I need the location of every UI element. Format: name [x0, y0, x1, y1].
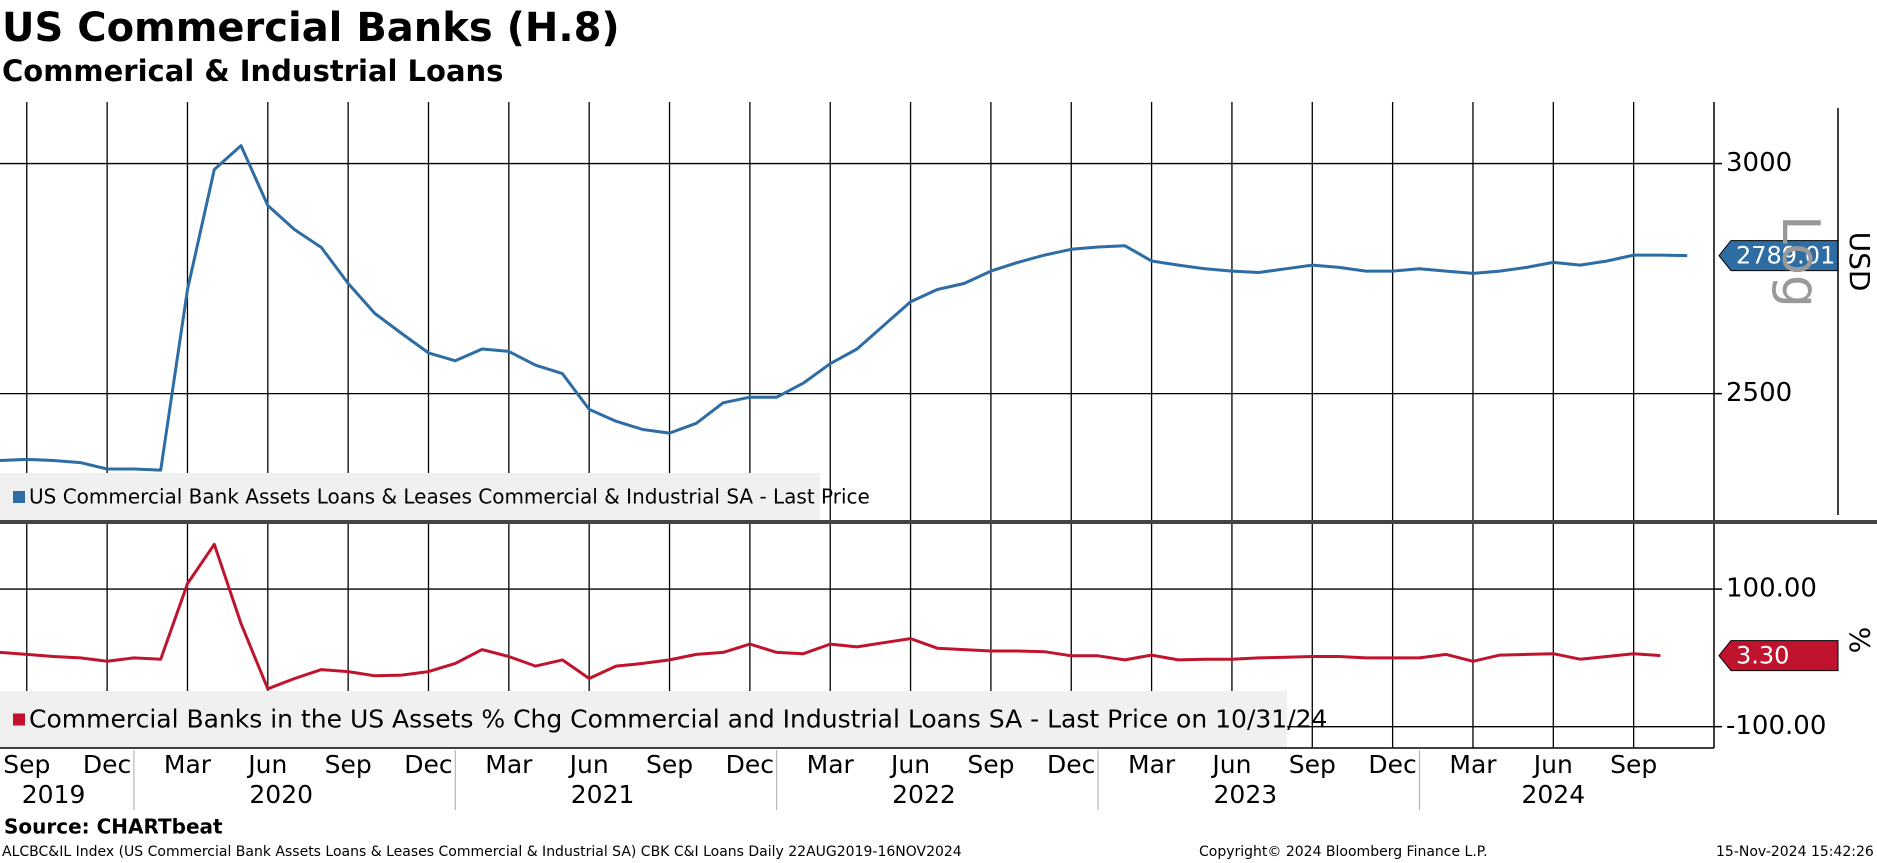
series-line	[0, 542, 1661, 691]
legend-label: Commercial Banks in the US Assets % Chg …	[29, 705, 1327, 734]
legend-box	[0, 473, 820, 521]
last-value-tag	[1718, 640, 1839, 672]
last-value-label: 2789.01	[1736, 242, 1835, 270]
year-label: 2023	[1214, 780, 1278, 809]
x-tick-label: Dec	[726, 750, 774, 779]
year-label: 2022	[892, 780, 956, 809]
x-tick-label: Dec	[404, 750, 452, 779]
x-tick-label: Dec	[83, 750, 131, 779]
subtitle: Commerical & Industrial Loans	[2, 54, 503, 88]
y-tick-label: 100.00	[1726, 574, 1817, 604]
title: US Commercial Banks (H.8)	[2, 5, 620, 51]
x-tick-label: Dec	[1368, 750, 1416, 779]
last-value-label: 3.30	[1736, 642, 1789, 670]
x-tick-label: Mar	[164, 750, 212, 779]
y-axis-label: %	[1843, 627, 1876, 654]
y-tick-label: 2500	[1726, 378, 1792, 408]
source: Source: CHARTbeat	[4, 815, 223, 839]
legend-box	[0, 691, 1287, 748]
x-tick-label: Jun	[889, 750, 930, 779]
x-tick-label: Jun	[1532, 750, 1573, 779]
legend-label: US Commercial Bank Assets Loans & Leases…	[29, 485, 870, 509]
legend-swatch	[13, 491, 25, 503]
description: ALCBC&IL Index (US Commercial Bank Asset…	[2, 844, 962, 860]
y-tick-label: 3000	[1726, 148, 1792, 178]
series-line	[0, 144, 1688, 472]
year-label: 2020	[249, 780, 313, 809]
x-tick-label: Jun	[1210, 750, 1251, 779]
x-tick-label: Mar	[485, 750, 533, 779]
y-axis-label: USD	[1843, 232, 1876, 292]
copyright: Copyright© 2024 Bloomberg Finance L.P.	[1199, 844, 1488, 860]
y-tick-label: -100.00	[1726, 711, 1826, 741]
x-tick-label: Mar	[1128, 750, 1176, 779]
x-tick-label: Sep	[1289, 750, 1336, 779]
timestamp: 15-Nov-2024 15:42:26	[1716, 844, 1874, 860]
x-tick-label: Sep	[1610, 750, 1657, 779]
x-tick-label: Mar	[1449, 750, 1497, 779]
x-tick-label: Sep	[325, 750, 372, 779]
scale-label: Log	[1770, 215, 1830, 308]
year-label: 2021	[571, 780, 635, 809]
year-label: 2019	[22, 780, 86, 809]
legend-swatch	[13, 713, 25, 726]
x-tick-label: Mar	[807, 750, 855, 779]
x-tick-label: Sep	[967, 750, 1014, 779]
x-tick-label: Jun	[246, 750, 287, 779]
x-tick-label: Sep	[646, 750, 693, 779]
x-tick-label: Jun	[568, 750, 609, 779]
x-tick-label: Dec	[1047, 750, 1095, 779]
x-tick-label: Sep	[3, 750, 50, 779]
year-label: 2024	[1522, 780, 1586, 809]
